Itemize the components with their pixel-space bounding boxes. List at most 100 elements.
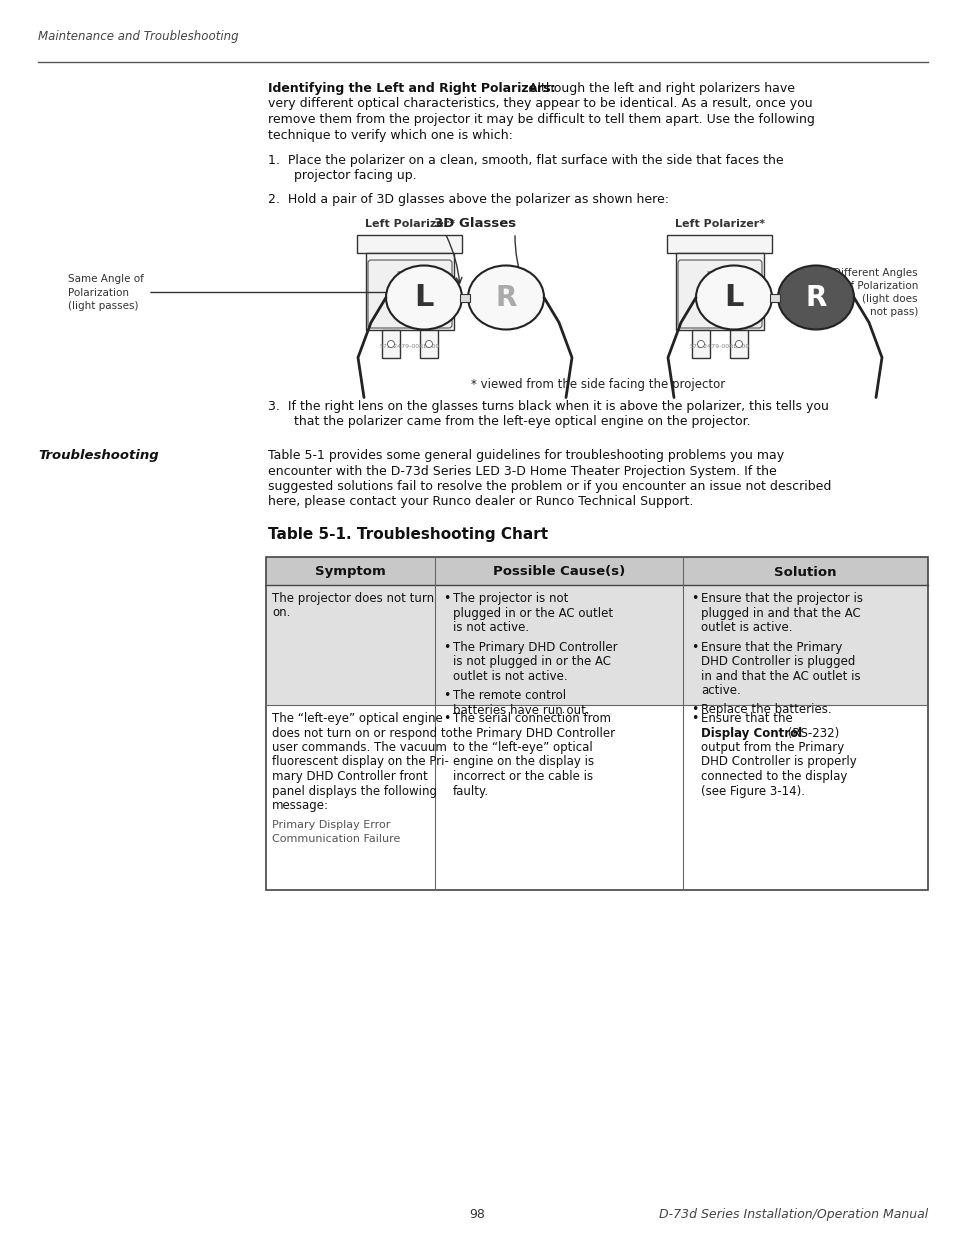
Bar [366, 253, 454, 330]
Text: remove them from the projector it may be difficult to tell them apart. Use the f: remove them from the projector it may be… [268, 112, 814, 126]
Text: incorrect or the cable is: incorrect or the cable is [453, 769, 593, 783]
Text: 572-2479-00REV00: 572-2479-00REV00 [379, 345, 439, 350]
Bar [676, 253, 763, 330]
Text: The Primary DHD Controller: The Primary DHD Controller [453, 641, 617, 653]
Text: The projector is not: The projector is not [453, 592, 568, 605]
Text: 98: 98 [469, 1208, 484, 1221]
Text: 1.  Place the polarizer on a clean, smooth, flat surface with the side that face: 1. Place the polarizer on a clean, smoot… [268, 154, 782, 167]
Text: Although the left and right polarizers have: Although the left and right polarizers h… [525, 82, 795, 95]
FancyBboxPatch shape [678, 261, 761, 329]
Text: * viewed from the side facing the projector: * viewed from the side facing the projec… [471, 378, 724, 391]
Text: The “left-eye” optical engine: The “left-eye” optical engine [272, 713, 442, 725]
Text: Table 5-1. Troubleshooting Chart: Table 5-1. Troubleshooting Chart [268, 527, 548, 542]
Text: mary DHD Controller front: mary DHD Controller front [272, 769, 427, 783]
Text: •: • [690, 704, 698, 716]
Text: technique to verify which one is which:: technique to verify which one is which: [268, 128, 513, 142]
Text: L: L [391, 269, 428, 326]
Text: Troubleshooting: Troubleshooting [38, 450, 158, 462]
Text: Ensure that the projector is: Ensure that the projector is [700, 592, 862, 605]
Text: L: L [723, 283, 743, 312]
Text: is not plugged in or the AC: is not plugged in or the AC [453, 655, 610, 668]
Bar [266, 585, 927, 705]
Text: •: • [442, 641, 450, 653]
FancyBboxPatch shape [368, 261, 452, 329]
Text: •: • [442, 689, 450, 701]
Text: the Primary DHD Controller: the Primary DHD Controller [453, 726, 615, 740]
Text: output from the Primary: output from the Primary [700, 741, 843, 755]
Text: Different Angles
of Polarization
(light does
not pass): Different Angles of Polarization (light … [833, 268, 917, 317]
Text: L: L [414, 283, 434, 312]
Bar [266, 557, 927, 585]
Text: The projector does not turn: The projector does not turn [272, 592, 434, 605]
Text: Communication Failure: Communication Failure [272, 834, 400, 844]
Text: fluorescent display on the Pri-: fluorescent display on the Pri- [272, 756, 449, 768]
Text: Replace the batteries.: Replace the batteries. [700, 704, 831, 716]
Text: Display Control: Display Control [700, 726, 801, 740]
Ellipse shape [468, 266, 543, 330]
Bar [459, 294, 470, 301]
Text: L: L [700, 269, 738, 326]
Text: Solution: Solution [774, 566, 836, 578]
Text: active.: active. [700, 684, 740, 697]
Text: engine on the display is: engine on the display is [453, 756, 594, 768]
Text: batteries have run out.: batteries have run out. [453, 704, 589, 716]
Text: in and that the AC outlet is: in and that the AC outlet is [700, 669, 860, 683]
Text: that the polarizer came from the left-eye optical engine on the projector.: that the polarizer came from the left-ey… [294, 415, 750, 429]
Ellipse shape [778, 266, 853, 330]
Text: suggested solutions fail to resolve the problem or if you encounter an issue not: suggested solutions fail to resolve the … [268, 480, 830, 493]
Text: faulty.: faulty. [453, 784, 489, 798]
Text: panel displays the following: panel displays the following [272, 784, 436, 798]
Text: outlet is not active.: outlet is not active. [453, 669, 567, 683]
Text: Symptom: Symptom [314, 566, 385, 578]
Text: plugged in or the AC outlet: plugged in or the AC outlet [453, 606, 612, 620]
Text: •: • [442, 592, 450, 605]
Circle shape [735, 341, 741, 347]
Text: 3.  If the right lens on the glasses turns black when it is above the polarizer,: 3. If the right lens on the glasses turn… [268, 400, 828, 412]
Text: user commands. The vacuum: user commands. The vacuum [272, 741, 446, 755]
Text: plugged in and that the AC: plugged in and that the AC [700, 606, 860, 620]
Text: on.: on. [272, 606, 290, 620]
Circle shape [387, 341, 395, 347]
Text: R: R [804, 284, 826, 311]
Text: projector facing up.: projector facing up. [294, 169, 416, 183]
Text: The serial connection from: The serial connection from [453, 713, 610, 725]
Text: outlet is active.: outlet is active. [700, 621, 792, 634]
Text: •: • [690, 713, 698, 725]
Text: here, please contact your Runco dealer or Runco Technical Support.: here, please contact your Runco dealer o… [268, 495, 693, 509]
Text: encounter with the D-73d Series LED 3-D Home Theater Projection System. If the: encounter with the D-73d Series LED 3-D … [268, 464, 776, 478]
Ellipse shape [386, 266, 461, 330]
Text: Maintenance and Troubleshooting: Maintenance and Troubleshooting [38, 30, 238, 43]
Text: connected to the display: connected to the display [700, 769, 846, 783]
Text: (RS-232): (RS-232) [782, 726, 838, 740]
Text: Same Angle of
Polarization
(light passes): Same Angle of Polarization (light passes… [68, 274, 144, 311]
Circle shape [697, 341, 703, 347]
Ellipse shape [696, 266, 771, 330]
Text: Possible Cause(s): Possible Cause(s) [493, 566, 624, 578]
Text: Left Polarizer*: Left Polarizer* [674, 219, 764, 228]
Text: •: • [442, 713, 450, 725]
Text: R: R [495, 284, 517, 311]
Text: does not turn on or respond to: does not turn on or respond to [272, 726, 453, 740]
Text: 3D Glasses: 3D Glasses [434, 217, 516, 230]
Text: •: • [690, 641, 698, 653]
Text: Left Polarizer*: Left Polarizer* [365, 219, 455, 228]
Bar [419, 330, 437, 358]
FancyBboxPatch shape [357, 235, 462, 253]
Text: DHD Controller is plugged: DHD Controller is plugged [700, 655, 855, 668]
Circle shape [425, 341, 432, 347]
Text: to the “left-eye” optical: to the “left-eye” optical [453, 741, 592, 755]
Bar [729, 330, 747, 358]
Text: is not active.: is not active. [453, 621, 528, 634]
Text: message:: message: [272, 799, 329, 811]
FancyBboxPatch shape [667, 235, 772, 253]
Text: Identifying the Left and Right Polarizers:: Identifying the Left and Right Polarizer… [268, 82, 555, 95]
Text: D-73d Series Installation/Operation Manual: D-73d Series Installation/Operation Manu… [659, 1208, 927, 1221]
Text: •: • [690, 592, 698, 605]
Text: 2.  Hold a pair of 3D glasses above the polarizer as shown here:: 2. Hold a pair of 3D glasses above the p… [268, 193, 668, 206]
Text: Ensure that the Primary: Ensure that the Primary [700, 641, 841, 653]
Text: The remote control: The remote control [453, 689, 565, 701]
Text: very different optical characteristics, they appear to be identical. As a result: very different optical characteristics, … [268, 98, 812, 110]
Bar [381, 330, 399, 358]
Text: Primary Display Error: Primary Display Error [272, 820, 390, 830]
Text: Table 5-1 provides some general guidelines for troubleshooting problems you may: Table 5-1 provides some general guidelin… [268, 450, 783, 462]
